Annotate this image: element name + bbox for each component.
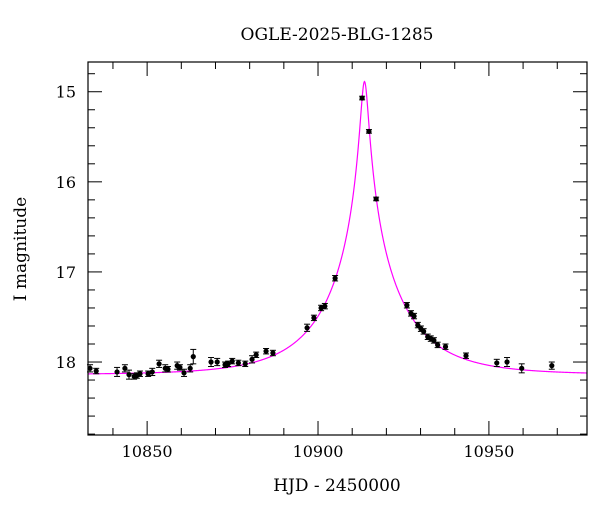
data-point: [332, 275, 339, 282]
data-point: [208, 357, 215, 368]
data-point: [235, 359, 242, 367]
data-point: [269, 349, 276, 357]
x-tick-label: 10850: [122, 442, 173, 461]
point-marker: [177, 364, 183, 371]
plot-frame: [87, 61, 588, 436]
data-point: [214, 357, 221, 367]
point-marker: [373, 196, 379, 202]
point-marker: [263, 348, 269, 354]
point-marker: [235, 360, 241, 366]
data-point: [187, 364, 194, 373]
data-point: [156, 359, 163, 368]
data-point: [359, 95, 366, 101]
chart-title: OGLE-2025-BLG-1285: [241, 25, 434, 45]
point-marker: [214, 359, 220, 365]
data-point: [229, 357, 236, 365]
point-marker: [304, 325, 310, 331]
point-marker: [253, 352, 259, 358]
point-marker: [332, 275, 338, 281]
model-curve-group: [87, 80, 588, 375]
data-point: [242, 360, 249, 368]
point-marker: [114, 369, 120, 375]
point-marker: [549, 363, 555, 369]
point-marker: [87, 365, 93, 371]
data-point: [304, 323, 311, 332]
y-tick-label: 18: [56, 353, 76, 372]
point-marker: [165, 366, 171, 372]
y-axis-label: I magnitude: [11, 197, 31, 301]
data-point: [93, 367, 100, 375]
data-point: [463, 352, 470, 359]
point-marker: [149, 369, 155, 375]
data-point: [321, 302, 328, 310]
point-marker: [229, 358, 235, 364]
point-marker: [519, 365, 525, 371]
data-point: [222, 361, 229, 368]
point-marker: [494, 360, 500, 366]
data-point: [149, 367, 156, 377]
point-marker: [156, 361, 162, 367]
data-point: [548, 361, 555, 370]
point-marker: [249, 356, 255, 362]
data-point: [310, 314, 317, 322]
point-marker: [431, 337, 437, 343]
data-point: [181, 368, 188, 377]
point-marker: [435, 342, 441, 348]
point-marker: [411, 313, 417, 319]
data-point: [365, 128, 372, 134]
point-marker: [190, 354, 196, 360]
data-point: [190, 348, 197, 365]
data-point: [420, 328, 427, 335]
point-marker: [421, 328, 427, 334]
point-marker: [270, 350, 276, 356]
y-tick-label: 16: [56, 173, 76, 192]
point-marker: [122, 365, 128, 371]
point-marker: [442, 344, 449, 350]
point-marker: [242, 361, 248, 367]
data-point: [504, 357, 511, 368]
point-marker: [504, 359, 510, 365]
point-marker: [126, 372, 132, 378]
data-point: [373, 196, 380, 202]
data-point: [126, 369, 133, 380]
point-marker: [359, 95, 365, 101]
data-point: [164, 366, 171, 373]
point-marker: [187, 365, 193, 371]
data-points: [87, 95, 555, 380]
data-point: [411, 312, 418, 320]
point-marker: [311, 315, 317, 321]
y-tick-label: 17: [56, 263, 76, 282]
axis-ticks: 10850 10900 10950 15 16 17 18: [56, 62, 587, 461]
data-point: [434, 341, 441, 349]
data-point: [493, 358, 500, 368]
x-tick-label: 10950: [463, 442, 514, 461]
x-axis-label: HJD - 2450000: [273, 476, 401, 496]
data-point: [442, 343, 449, 350]
point-marker: [93, 368, 99, 374]
x-tick-label: 10900: [293, 442, 344, 461]
point-marker: [145, 371, 151, 377]
data-point: [253, 351, 260, 359]
y-tick-label: 15: [56, 83, 76, 102]
point-marker: [366, 128, 372, 134]
data-point: [249, 355, 256, 364]
data-point: [121, 364, 128, 373]
point-marker: [463, 353, 469, 359]
data-point: [176, 364, 183, 371]
point-marker: [322, 303, 328, 309]
point-marker: [404, 302, 410, 308]
point-marker: [225, 361, 231, 367]
model-curve: [87, 80, 588, 375]
data-point: [403, 302, 410, 309]
data-point: [136, 370, 143, 377]
data-point: [263, 348, 270, 355]
data-point: [114, 366, 121, 377]
point-marker: [208, 359, 214, 365]
data-point: [518, 363, 525, 374]
point-marker: [181, 370, 187, 376]
point-marker: [137, 371, 143, 377]
